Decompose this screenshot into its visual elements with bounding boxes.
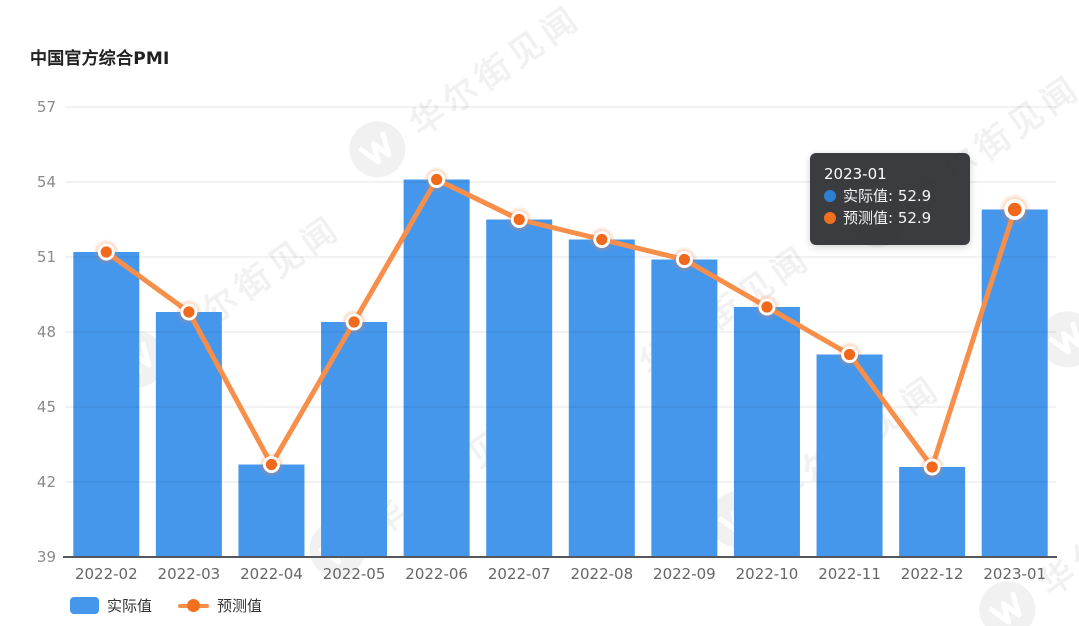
forecast-point-2022-12[interactable] [926, 461, 938, 473]
x-tick-label-2022-02: 2022-02 [75, 565, 138, 583]
bar-2022-02[interactable] [73, 252, 140, 557]
legend-item-forecast[interactable]: 预测值 [178, 595, 262, 616]
y-tick-label-39: 39 [37, 548, 56, 566]
x-tick-label-2022-03: 2022-03 [158, 565, 221, 583]
x-tick-label-2022-08: 2022-08 [570, 565, 633, 583]
x-tick-label-2023-01: 2023-01 [983, 565, 1046, 583]
bar-2022-09[interactable] [651, 259, 718, 558]
forecast-line [103, 177, 1018, 470]
tooltip-actual-text: 实际值: 52.9 [843, 187, 932, 205]
forecast-point-2022-11[interactable] [843, 348, 856, 361]
x-tick-label-2022-12: 2022-12 [901, 565, 964, 583]
bar-series-swatch-icon [70, 597, 99, 614]
forecast-point-2022-09[interactable] [678, 253, 690, 266]
bar-2022-10[interactable] [733, 307, 800, 557]
chart-tooltip: 2023-01 实际值: 52.9 预测值: 52.9 [810, 153, 970, 245]
tooltip-date: 2023-01 [824, 165, 887, 183]
forecast-point-2022-02[interactable] [100, 246, 112, 258]
legend-label-forecast: 预测值 [217, 597, 263, 615]
tooltip-row-forecast: 预测值: 52.9 [824, 207, 958, 229]
tooltip-forecast-text: 预测值: 52.9 [843, 209, 932, 227]
forecast-point-2022-08[interactable] [596, 233, 608, 246]
bar-2022-06[interactable] [403, 179, 470, 558]
chart-legend: 实际值 预测值 [70, 595, 262, 616]
y-tick-label-45: 45 [37, 398, 56, 416]
y-tick-label-42: 42 [37, 473, 56, 491]
forecast-point-2022-04[interactable] [265, 458, 278, 471]
page-title: 中国官方综合PMI [30, 49, 170, 69]
forecast-point-2022-07[interactable] [513, 213, 525, 226]
bar-2022-07[interactable] [486, 219, 553, 558]
x-tick-label-2022-10: 2022-10 [736, 565, 799, 583]
x-tick-label-2022-09: 2022-09 [653, 565, 716, 583]
bar-2022-08[interactable] [568, 239, 635, 558]
y-tick-label-57: 57 [37, 98, 56, 116]
y-tick-label-54: 54 [37, 173, 56, 191]
x-tick-label-2022-07: 2022-07 [488, 565, 551, 583]
forecast-point-2022-03[interactable] [183, 306, 195, 318]
x-tick-label-2022-06: 2022-06 [405, 565, 468, 583]
x-tick-label-2022-05: 2022-05 [323, 565, 386, 583]
forecast-point-2022-10[interactable] [761, 301, 773, 313]
forecast-point-2023-01[interactable] [1007, 202, 1022, 217]
x-tick-label-2022-11: 2022-11 [818, 565, 881, 583]
x-tick-label-2022-04: 2022-04 [240, 565, 303, 583]
legend-item-actual[interactable]: 实际值 [70, 595, 152, 616]
actual-series-marker-icon [824, 190, 836, 202]
line-series-marker-icon [178, 598, 210, 613]
forecast-point-2022-05[interactable] [348, 316, 360, 328]
bar-2022-12[interactable] [899, 467, 966, 557]
forecast-series-marker-icon [824, 212, 836, 224]
tooltip-row-actual: 实际值: 52.9 [824, 185, 958, 207]
y-tick-label-48: 48 [37, 323, 56, 341]
bar-2022-04[interactable] [238, 464, 305, 558]
bar-2022-03[interactable] [155, 312, 222, 557]
bar-2023-01[interactable] [981, 209, 1048, 558]
forecast-point-2022-06[interactable] [431, 173, 443, 186]
legend-label-actual: 实际值 [107, 597, 153, 615]
y-tick-label-51: 51 [37, 248, 56, 266]
